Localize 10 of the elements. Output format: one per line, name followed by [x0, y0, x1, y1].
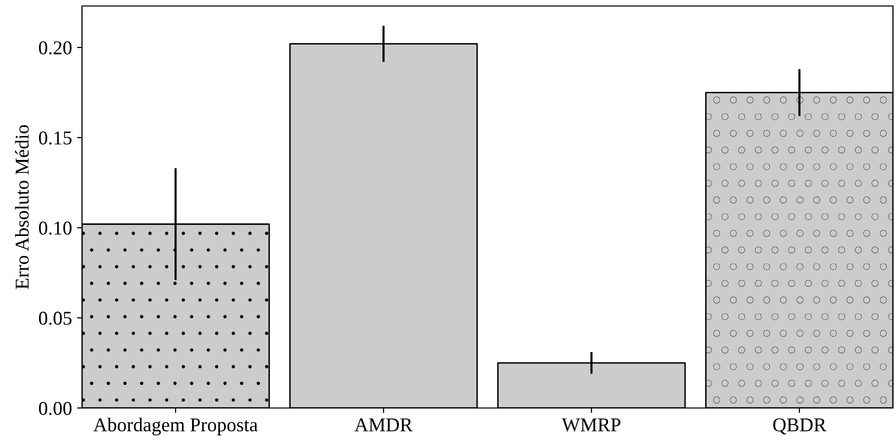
x-tick-label: Abordagem Proposta [93, 418, 258, 436]
x-tick-label: WMRP [562, 418, 620, 432]
x-tick-label: AMDR [354, 418, 413, 432]
y-axis-title: Erro Absoluto Médio [15, 125, 29, 290]
y-tick-label: 0.15 [38, 131, 72, 145]
y-tick-label: 0.05 [38, 312, 72, 325]
y-tick-label: 0.20 [38, 41, 72, 54]
y-tick-label: 0.00 [38, 402, 72, 416]
x-tick-label: QBDR [773, 418, 826, 434]
y-tick-label: 0.10 [38, 222, 72, 235]
